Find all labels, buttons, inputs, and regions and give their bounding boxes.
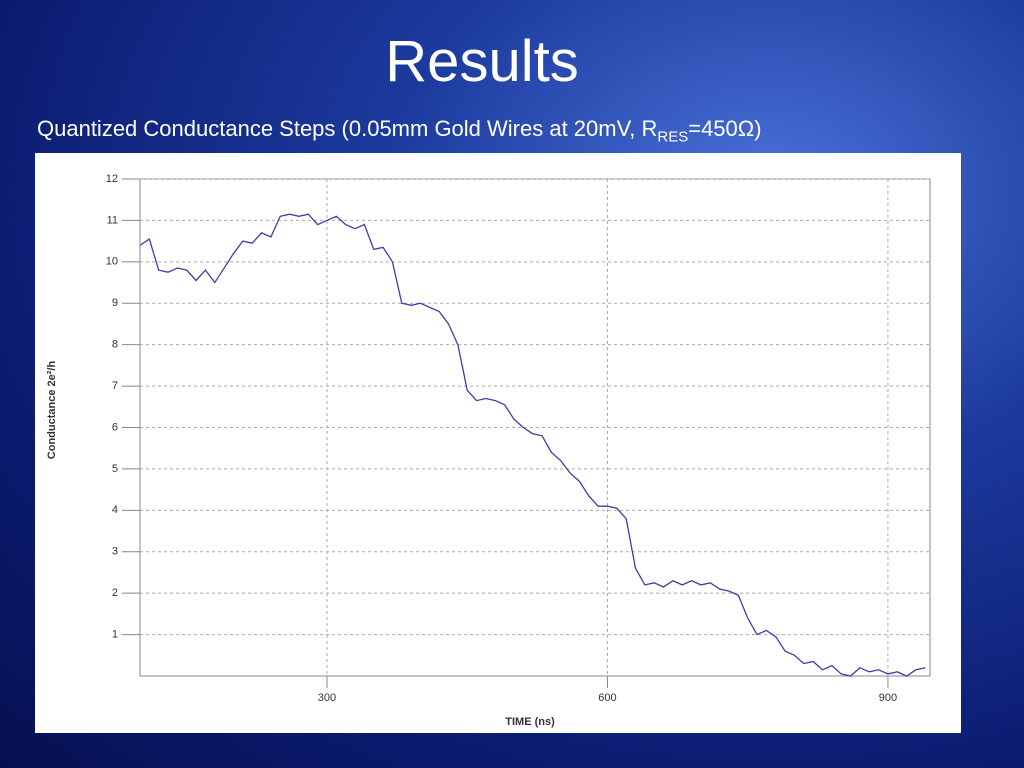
- y-tick-label: 10: [106, 256, 118, 268]
- y-tick-label: 3: [112, 546, 118, 558]
- y-tick-label: 4: [112, 504, 118, 516]
- x-tick-label: 600: [598, 692, 616, 704]
- x-tick-label: 900: [879, 692, 897, 704]
- y-tick-label: 1: [112, 628, 118, 640]
- slide-title: Results: [385, 29, 579, 94]
- chart-background: [35, 153, 961, 733]
- y-tick-label: 11: [107, 214, 118, 226]
- y-tick-label: 7: [112, 380, 118, 392]
- subtitle-tail: =450Ω): [688, 116, 762, 141]
- y-axis-label: Conductance 2e²/h: [46, 361, 58, 460]
- y-tick-label: 2: [112, 587, 118, 599]
- subtitle-sub: RES: [657, 128, 689, 146]
- slide-subtitle: Quantized Conductance Steps (0.05mm Gold…: [37, 116, 762, 145]
- subtitle-text: Quantized Conductance Steps (0.05mm Gold…: [37, 116, 658, 141]
- y-tick-label: 8: [112, 339, 118, 351]
- x-tick-label: 300: [318, 692, 336, 704]
- y-tick-label: 5: [112, 463, 118, 475]
- y-tick-label: 12: [106, 173, 118, 185]
- data-line: [139, 213, 926, 677]
- y-tick-label: 9: [112, 297, 118, 309]
- y-tick-label: 6: [112, 421, 118, 433]
- x-axis-label: TIME (ns): [505, 716, 555, 728]
